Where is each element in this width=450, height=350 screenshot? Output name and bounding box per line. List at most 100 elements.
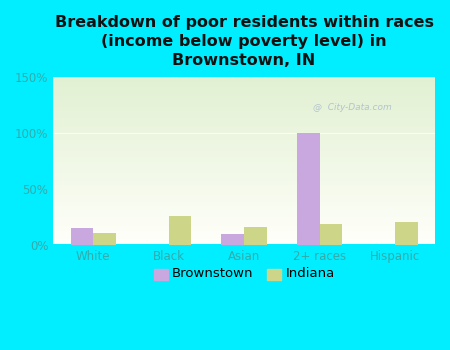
Bar <box>53 142 435 143</box>
Bar <box>53 133 435 134</box>
Bar <box>53 167 435 168</box>
Bar <box>53 82 435 83</box>
Bar <box>53 221 435 222</box>
Bar <box>53 90 435 91</box>
Bar <box>53 231 435 232</box>
Bar <box>53 241 435 242</box>
Bar <box>53 194 435 195</box>
Bar <box>53 178 435 179</box>
Bar <box>53 152 435 153</box>
Bar <box>53 80 435 81</box>
Bar <box>53 158 435 159</box>
Bar <box>53 237 435 238</box>
Bar <box>53 228 435 229</box>
Bar <box>53 95 435 96</box>
Bar <box>53 85 435 86</box>
Bar <box>53 187 435 188</box>
Bar <box>53 138 435 139</box>
Bar <box>53 116 435 117</box>
Bar <box>53 222 435 223</box>
Bar <box>53 205 435 206</box>
Bar <box>53 182 435 183</box>
Bar <box>53 190 435 191</box>
Bar <box>53 244 435 245</box>
Bar <box>53 191 435 192</box>
Bar <box>53 213 435 214</box>
Bar <box>53 100 435 101</box>
Bar <box>53 153 435 154</box>
Bar <box>221 234 244 245</box>
Bar <box>53 149 435 150</box>
Bar <box>53 148 435 149</box>
Bar <box>53 210 435 211</box>
Bar <box>320 224 342 245</box>
Bar <box>53 88 435 89</box>
Bar <box>53 189 435 190</box>
Bar <box>53 238 435 239</box>
Bar <box>53 184 435 185</box>
Bar <box>395 222 418 245</box>
Bar <box>53 78 435 79</box>
Bar <box>53 209 435 210</box>
Bar <box>53 155 435 156</box>
Bar <box>53 243 435 244</box>
Bar <box>53 112 435 113</box>
Bar <box>53 92 435 93</box>
Bar <box>53 86 435 87</box>
Bar <box>53 113 435 114</box>
Bar <box>244 227 267 245</box>
Bar <box>53 111 435 112</box>
Bar <box>53 208 435 209</box>
Bar <box>53 204 435 205</box>
Bar <box>53 147 435 148</box>
Bar <box>53 97 435 98</box>
Bar <box>53 197 435 198</box>
Bar <box>53 185 435 186</box>
Bar <box>53 79 435 80</box>
Bar <box>53 140 435 141</box>
Bar <box>169 216 191 245</box>
Bar <box>53 99 435 100</box>
Bar <box>53 234 435 235</box>
Bar <box>53 160 435 161</box>
Bar <box>53 94 435 95</box>
Bar <box>53 177 435 178</box>
Bar <box>53 110 435 111</box>
Bar <box>53 115 435 116</box>
Bar <box>53 211 435 212</box>
Bar <box>53 101 435 102</box>
Bar <box>53 192 435 193</box>
Bar <box>53 168 435 169</box>
Bar <box>53 161 435 162</box>
Bar <box>53 236 435 237</box>
Bar <box>53 106 435 107</box>
Bar <box>53 134 435 135</box>
Bar <box>53 89 435 90</box>
Bar <box>53 230 435 231</box>
Bar <box>71 228 93 245</box>
Bar <box>53 220 435 221</box>
Bar <box>53 174 435 175</box>
Bar <box>53 93 435 94</box>
Bar <box>53 130 435 131</box>
Bar <box>53 239 435 240</box>
Bar <box>53 125 435 126</box>
Bar <box>53 141 435 142</box>
Bar <box>53 146 435 147</box>
Bar <box>53 131 435 132</box>
Bar <box>53 98 435 99</box>
Bar <box>53 121 435 122</box>
Bar <box>53 225 435 226</box>
Bar <box>53 233 435 234</box>
Bar <box>53 242 435 243</box>
Bar <box>53 87 435 88</box>
Bar <box>53 171 435 172</box>
Bar <box>53 84 435 85</box>
Bar <box>53 132 435 133</box>
Bar <box>53 195 435 196</box>
Bar <box>53 108 435 110</box>
Bar <box>53 224 435 225</box>
Bar <box>53 159 435 160</box>
Bar <box>53 214 435 215</box>
Bar <box>53 107 435 108</box>
